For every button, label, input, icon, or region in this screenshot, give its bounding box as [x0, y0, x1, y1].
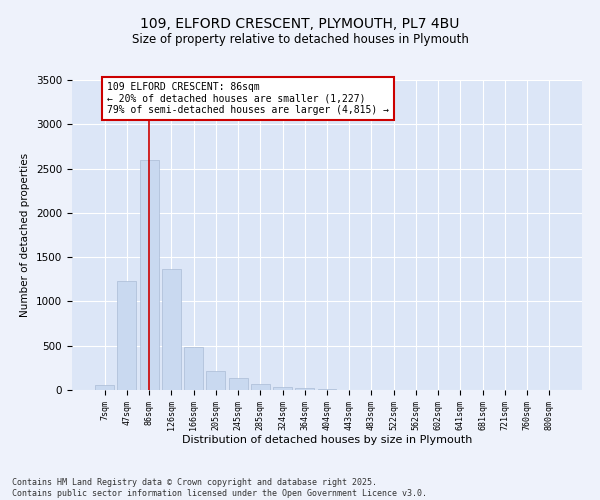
Bar: [162, 268, 181, 390]
Text: 109 ELFORD CRESCENT: 86sqm
← 20% of detached houses are smaller (1,227)
79% of s: 109 ELFORD CRESCENT: 86sqm ← 20% of deta…: [107, 82, 389, 115]
Bar: [95, 384, 114, 390]
X-axis label: Distribution of detached houses by size in Plymouth: Distribution of detached houses by size …: [182, 436, 472, 446]
Bar: [229, 378, 248, 390]
Text: Contains HM Land Registry data © Crown copyright and database right 2025.
Contai: Contains HM Land Registry data © Crown c…: [12, 478, 427, 498]
Y-axis label: Number of detached properties: Number of detached properties: [20, 153, 31, 317]
Bar: [295, 388, 314, 390]
Bar: [273, 387, 292, 390]
Bar: [317, 389, 337, 390]
Text: Size of property relative to detached houses in Plymouth: Size of property relative to detached ho…: [131, 32, 469, 46]
Bar: [184, 346, 203, 390]
Text: 109, ELFORD CRESCENT, PLYMOUTH, PL7 4BU: 109, ELFORD CRESCENT, PLYMOUTH, PL7 4BU: [140, 18, 460, 32]
Bar: [140, 160, 158, 390]
Bar: [251, 384, 270, 390]
Bar: [206, 371, 225, 390]
Bar: [118, 281, 136, 390]
